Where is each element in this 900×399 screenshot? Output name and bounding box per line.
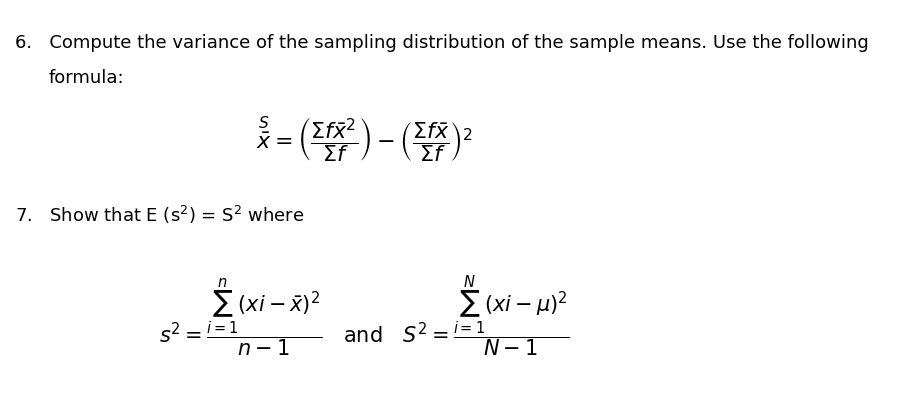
- Text: 7.   Show that E (s$^2$) = S$^2$ where: 7. Show that E (s$^2$) = S$^2$ where: [14, 204, 304, 226]
- Text: $s^2 = \dfrac{\sum_{i=1}^{n}(xi-\bar{x})^2}{n-1} \quad \text{and} \quad S^2 = \d: $s^2 = \dfrac{\sum_{i=1}^{n}(xi-\bar{x})…: [159, 274, 571, 359]
- Text: $\overset{S}{\bar{x}}=\left(\dfrac{\Sigma f\bar{x}^2}{\Sigma f}\right)-\left(\df: $\overset{S}{\bar{x}}=\left(\dfrac{\Sigm…: [256, 114, 473, 164]
- Text: formula:: formula:: [49, 69, 124, 87]
- Text: 6.   Compute the variance of the sampling distribution of the sample means. Use : 6. Compute the variance of the sampling …: [14, 34, 868, 52]
